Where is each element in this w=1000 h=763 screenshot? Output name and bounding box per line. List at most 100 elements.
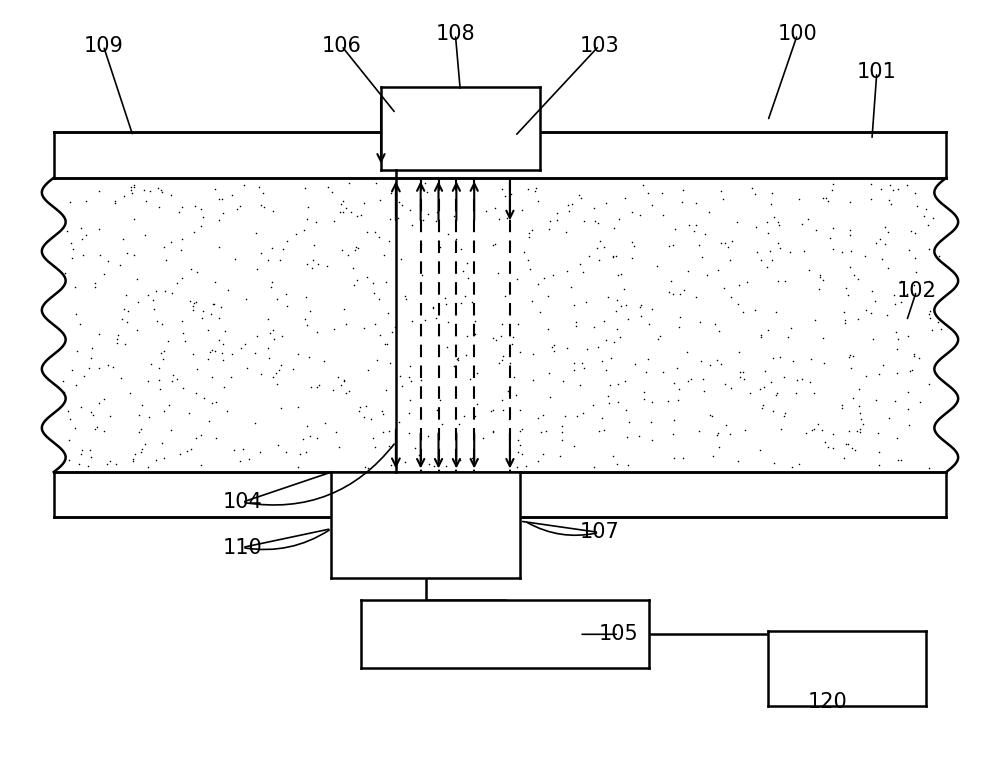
Point [737,424,753,436]
Point [852,427,868,439]
Point [485,239,501,251]
Point [227,253,243,265]
Point [855,417,871,430]
Point [675,452,691,465]
Point [131,426,147,438]
Point [724,235,740,247]
Point [688,291,704,303]
Point [849,425,865,437]
Point [613,300,629,312]
Point [91,185,107,197]
Point [411,449,427,462]
Point [91,398,107,410]
Point [509,461,525,473]
Point [611,213,627,225]
Point [518,459,534,472]
Point [188,431,204,443]
Point [918,203,934,215]
Point [421,458,437,470]
Point [420,208,436,220]
Point [871,368,887,380]
Point [510,318,526,330]
Point [141,411,157,423]
Point [165,369,181,381]
Point [478,204,494,217]
Point [907,188,923,200]
FancyArrowPatch shape [245,530,329,549]
Point [704,410,720,422]
Point [278,446,294,459]
Point [161,399,177,411]
Point [815,192,831,204]
Text: 110: 110 [222,537,262,558]
Point [440,315,456,327]
Point [57,267,73,279]
Point [575,266,591,278]
Point [335,195,351,207]
Point [594,412,610,424]
Point [528,182,544,194]
Point [640,353,656,365]
Point [440,227,456,240]
Point [882,179,898,191]
Point [229,203,245,215]
Point [605,250,621,262]
Point [359,271,375,283]
Point [285,363,301,375]
Point [545,269,561,281]
Point [880,262,896,275]
Point [71,459,87,471]
Point [715,193,731,205]
Point [803,353,819,365]
Point [717,378,733,390]
Point [544,341,560,353]
Point [643,416,659,428]
Point [522,263,538,275]
Point [711,441,727,453]
Point [900,385,916,398]
Point [175,382,191,394]
Point [303,381,319,393]
Point [723,382,739,394]
Point [211,214,227,226]
Point [412,199,428,211]
Point [290,462,306,474]
Point [133,423,149,435]
Point [574,357,590,369]
Point [900,404,916,416]
Point [365,432,381,444]
Point [348,240,364,253]
Point [84,343,100,355]
Point [145,294,161,306]
Point [886,288,902,301]
Point [655,365,671,378]
Point [730,455,746,467]
Point [224,189,240,201]
Point [255,186,271,198]
Point [720,241,736,253]
Point [189,266,205,278]
Point [927,425,943,437]
Point [211,192,227,204]
Point [366,287,382,299]
Point [671,321,687,333]
Point [195,304,211,317]
Point [99,458,115,470]
Point [238,293,254,305]
Point [875,359,891,372]
Point [201,415,217,427]
Point [459,330,475,343]
Point [665,239,681,251]
Point [669,362,685,374]
Point [91,223,107,235]
Point [356,321,372,333]
Point [249,330,265,342]
Point [780,330,796,343]
Point [333,198,349,211]
Point [885,184,901,196]
Point [206,298,222,310]
Point [640,188,656,200]
Point [119,246,135,259]
Point [609,295,625,307]
Point [200,353,216,365]
